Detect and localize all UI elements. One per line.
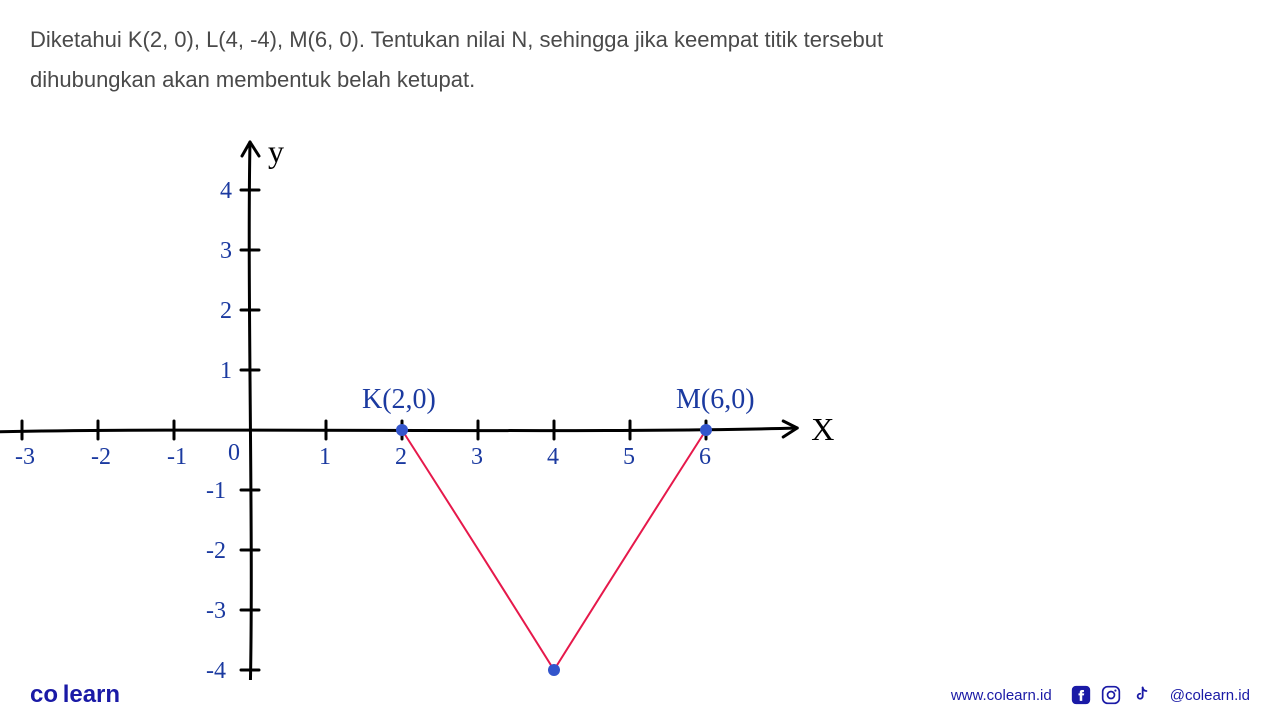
y-axis	[249, 142, 251, 680]
origin-label: 0	[228, 440, 240, 466]
y-tick-label: 4	[220, 178, 232, 204]
social-icons	[1070, 684, 1152, 706]
x-tick-label: 1	[319, 444, 331, 470]
point-M	[700, 424, 712, 436]
label-K: K(2,0)	[362, 384, 436, 415]
y-axis-label: y	[268, 133, 284, 169]
x-tick-label: -1	[167, 444, 187, 470]
question-line-1: Diketahui K(2, 0), L(4, -4), M(6, 0). Te…	[30, 27, 883, 52]
website-url: www.colearn.id	[951, 687, 1052, 704]
y-tick-label: -2	[206, 538, 226, 564]
page: Diketahui K(2, 0), L(4, -4), M(6, 0). Te…	[0, 0, 1280, 720]
logo-co: co	[30, 681, 58, 708]
x-tick-label: 6	[699, 444, 711, 470]
y-tick-label: -3	[206, 598, 226, 624]
instagram-icon	[1100, 684, 1122, 706]
footer: co learn www.colearn.id @colearn.id	[0, 670, 1280, 720]
question-text: Diketahui K(2, 0), L(4, -4), M(6, 0). Te…	[30, 20, 1250, 99]
x-tick-label: 3	[471, 444, 483, 470]
x-axis-label: X	[811, 411, 834, 447]
brand-logo: co learn	[30, 681, 120, 709]
y-tick-label: 1	[220, 358, 232, 384]
coordinate-plane: yX0-3-2-11234561234-1-2-3-4K(2,0)M(6,0)L…	[0, 120, 1280, 680]
social-block: www.colearn.id @colearn.id	[951, 684, 1250, 706]
question-line-2: dihubungkan akan membentuk belah ketupat…	[30, 67, 475, 92]
y-tick-label: 3	[220, 238, 232, 264]
tiktok-icon	[1130, 684, 1152, 706]
logo-learn: learn	[63, 681, 120, 708]
x-tick-label: 2	[395, 444, 407, 470]
x-tick-label: -3	[15, 444, 35, 470]
x-tick-label: 4	[547, 444, 559, 470]
y-tick-label: 2	[220, 298, 232, 324]
label-M: M(6,0)	[676, 384, 755, 415]
x-tick-label: -2	[91, 444, 111, 470]
facebook-icon	[1070, 684, 1092, 706]
x-tick-label: 5	[623, 444, 635, 470]
y-tick-label: -1	[206, 478, 226, 504]
point-K	[396, 424, 408, 436]
social-handle: @colearn.id	[1170, 687, 1250, 704]
plane-svg: yX0-3-2-11234561234-1-2-3-4K(2,0)M(6,0)L…	[0, 120, 1280, 680]
